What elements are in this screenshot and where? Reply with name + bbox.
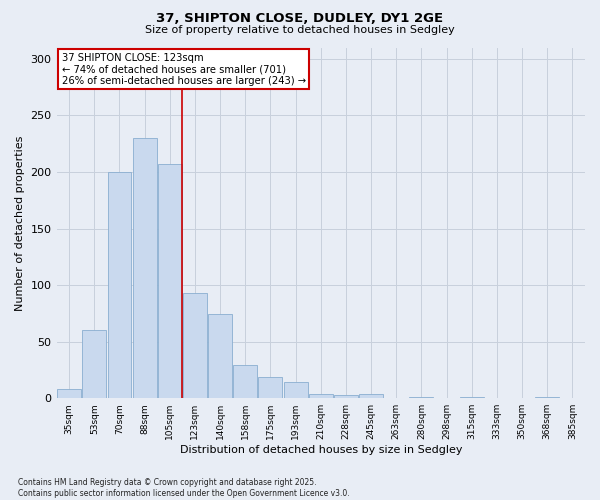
Bar — [460, 397, 484, 398]
Bar — [535, 397, 559, 398]
Text: 37, SHIPTON CLOSE, DUDLEY, DY1 2GE: 37, SHIPTON CLOSE, DUDLEY, DY1 2GE — [157, 12, 443, 26]
Bar — [208, 314, 232, 398]
Text: Size of property relative to detached houses in Sedgley: Size of property relative to detached ho… — [145, 25, 455, 35]
Bar — [309, 394, 333, 398]
Bar — [259, 376, 283, 398]
Text: 37 SHIPTON CLOSE: 123sqm
← 74% of detached houses are smaller (701)
26% of semi-: 37 SHIPTON CLOSE: 123sqm ← 74% of detach… — [62, 53, 306, 86]
Bar — [359, 394, 383, 398]
Y-axis label: Number of detached properties: Number of detached properties — [15, 135, 25, 310]
Text: Contains HM Land Registry data © Crown copyright and database right 2025.
Contai: Contains HM Land Registry data © Crown c… — [18, 478, 350, 498]
Bar — [158, 164, 182, 398]
Bar — [183, 293, 207, 398]
Bar — [409, 397, 433, 398]
Bar — [107, 172, 131, 398]
Bar — [133, 138, 157, 398]
Bar — [233, 366, 257, 398]
Bar — [57, 389, 81, 398]
X-axis label: Distribution of detached houses by size in Sedgley: Distribution of detached houses by size … — [179, 445, 462, 455]
Bar — [82, 330, 106, 398]
Bar — [284, 382, 308, 398]
Bar — [334, 395, 358, 398]
